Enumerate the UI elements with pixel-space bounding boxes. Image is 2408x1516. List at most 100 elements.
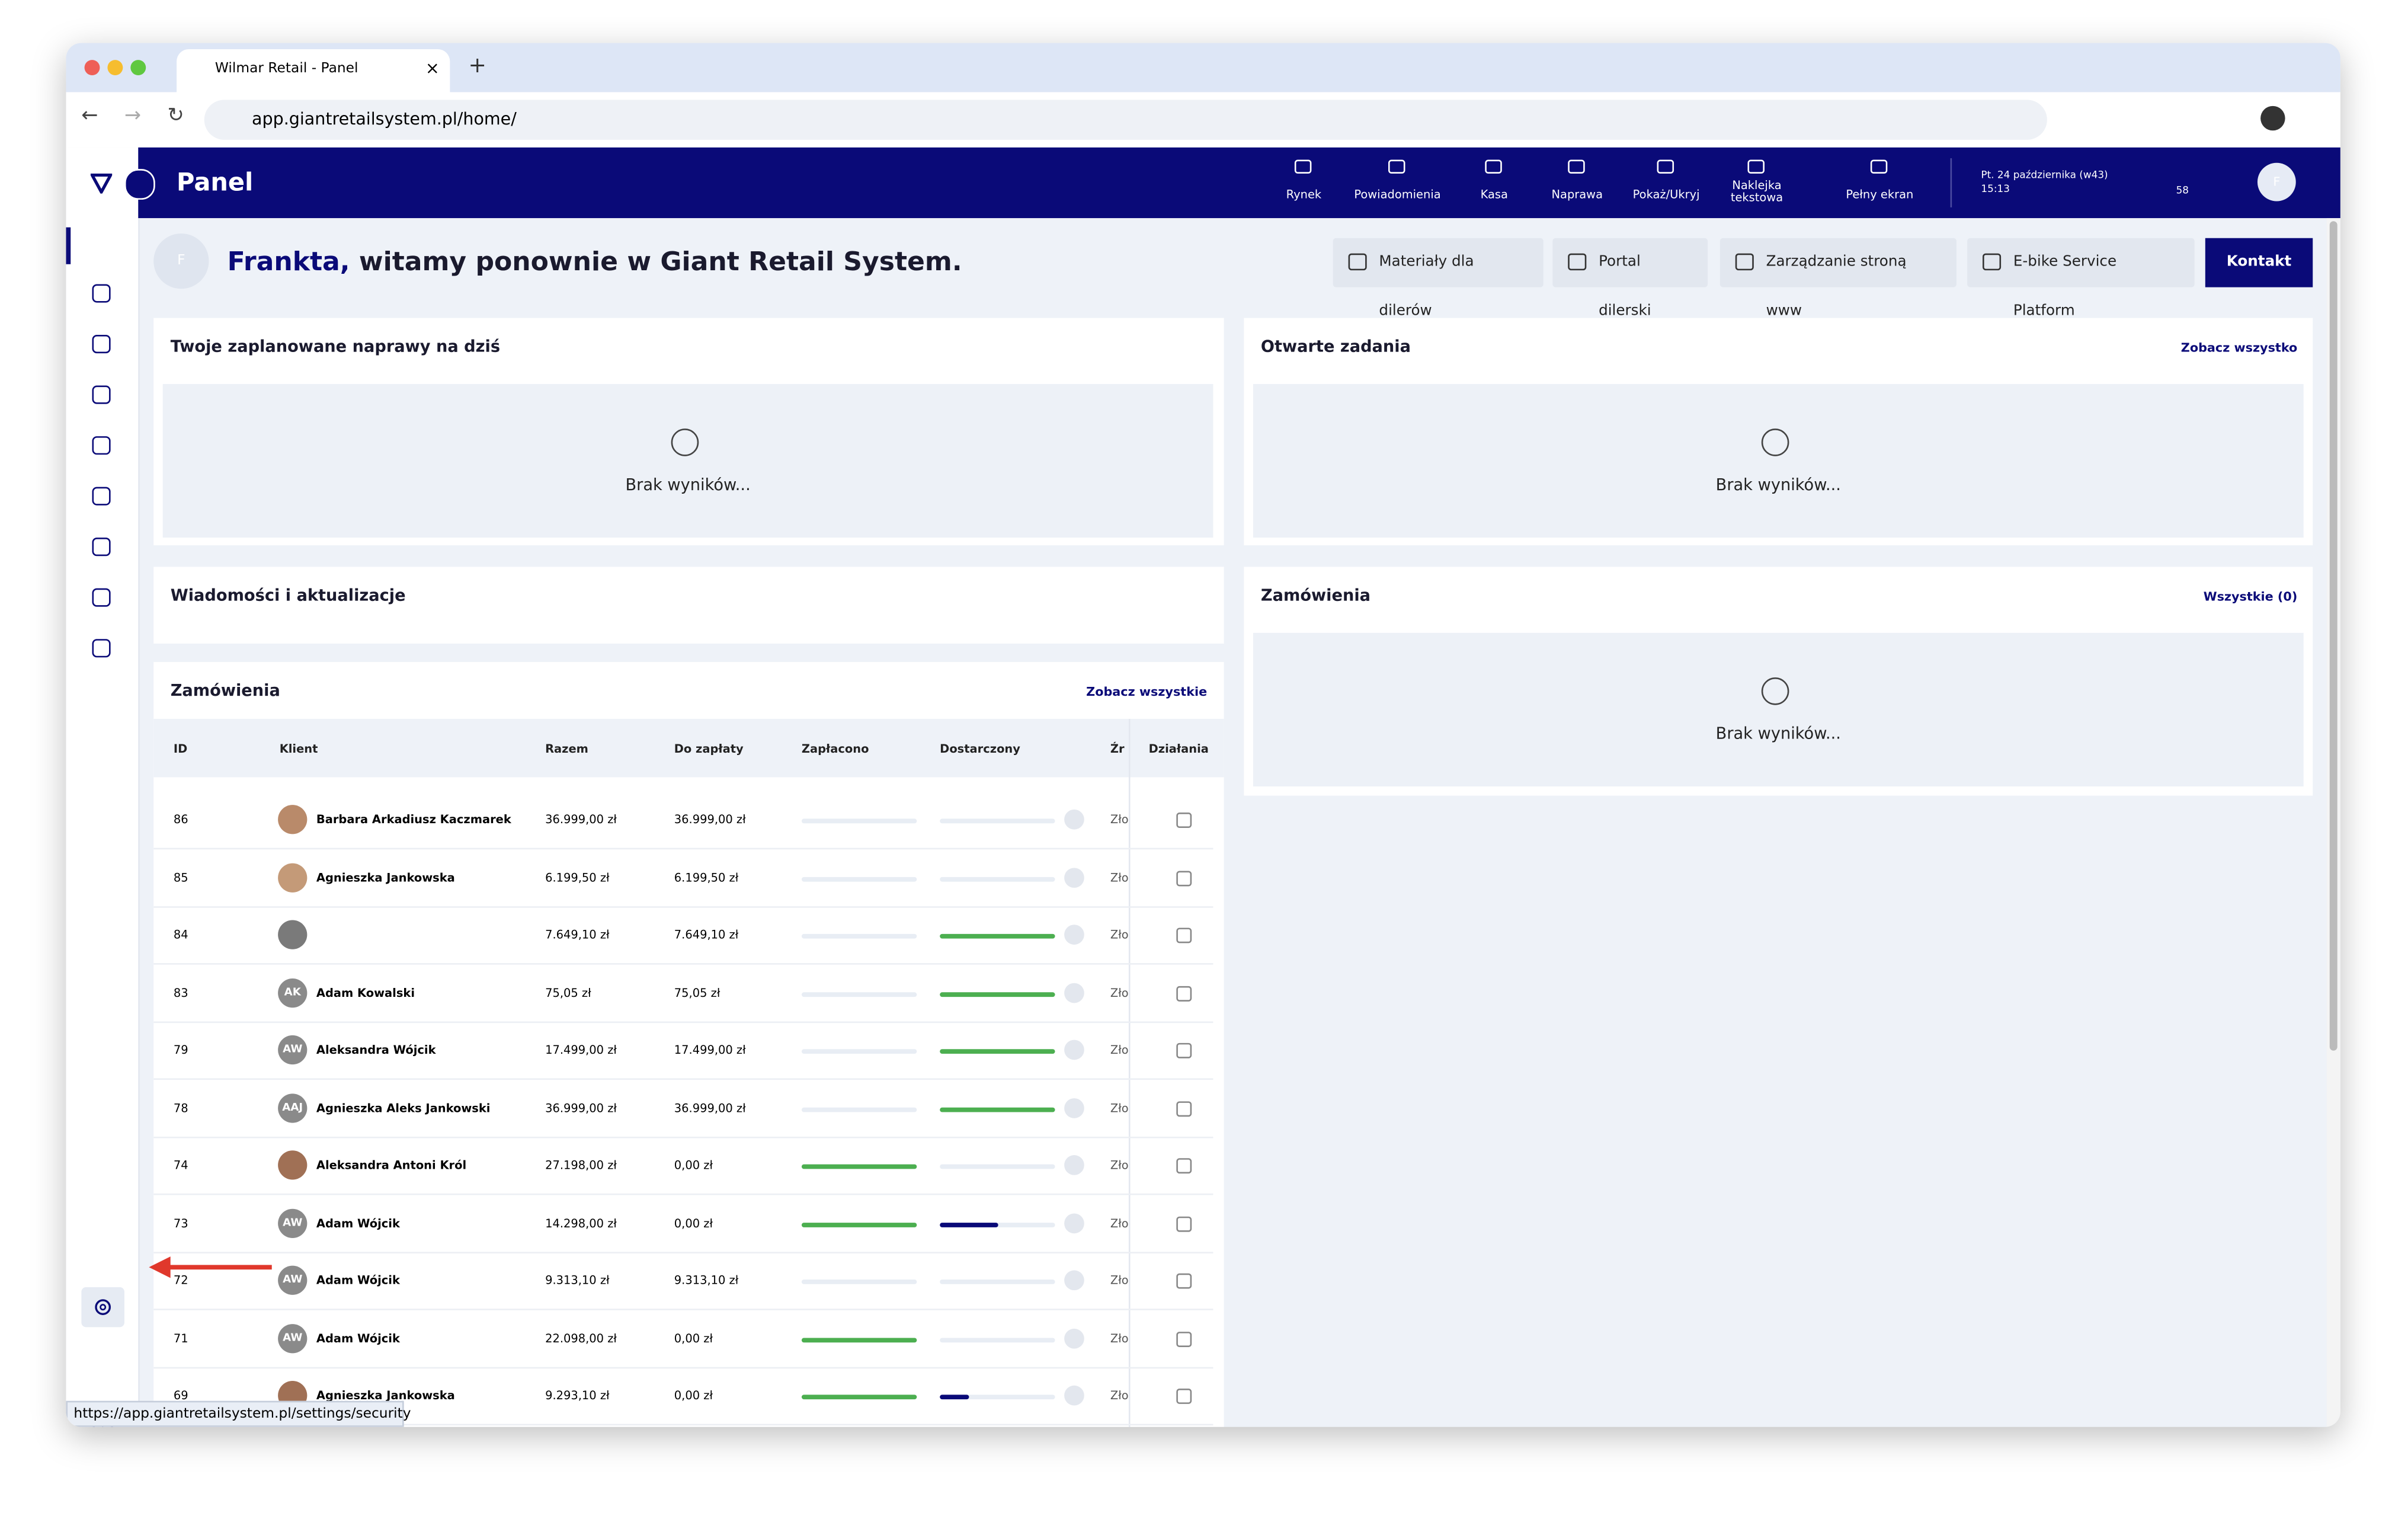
progress-track [801,818,917,824]
side-nav-icon[interactable] [92,385,111,404]
action-icon[interactable] [1176,1273,1192,1289]
info-icon[interactable] [1064,1328,1084,1348]
paid-progress [801,1221,917,1227]
side-nav-icon[interactable] [92,487,111,506]
empty-state: Brak wyników... [162,383,1213,538]
order-id: 71 [173,1331,188,1345]
nav-item[interactable]: Rynek [1286,187,1322,202]
order-id: 84 [173,927,188,942]
empty-text: Brak wyników... [1715,725,1841,744]
empty-icon [1761,428,1789,456]
client-name[interactable]: Adam Wójcik [316,1273,400,1287]
nav-item[interactable]: Pełny ekran [1846,187,1914,202]
action-icon[interactable] [1176,927,1192,943]
min-dot[interactable] [107,60,123,75]
client-name[interactable]: Agnieszka Jankowska [316,1388,455,1403]
column-header: Działania [1148,741,1209,756]
progress-track [801,1049,917,1054]
side-nav-icon[interactable] [92,639,111,658]
side-nav-icon[interactable] [92,436,111,455]
quick-button[interactable]: Portal dilerski [1552,238,1708,319]
action-icon[interactable] [1176,1158,1192,1174]
action-icon[interactable] [1176,985,1192,1001]
action-icon[interactable] [1176,870,1192,886]
all-link[interactable]: Wszystkie (0) [2203,590,2298,604]
see-all-link[interactable]: Zobacz wszystkie [1086,685,1208,699]
total: 27.198,00 zł [545,1158,617,1172]
info-icon[interactable] [1064,982,1084,1003]
forward[interactable]: → [124,104,142,128]
see-all-link[interactable]: Zobacz wszystko [2180,341,2298,355]
profile[interactable] [2260,105,2285,131]
info-icon[interactable] [1064,809,1084,830]
side-nav-icon[interactable] [92,588,111,607]
paid-progress [801,1164,917,1169]
client-avatar: AW [278,1035,308,1065]
action-icon[interactable] [1176,1042,1192,1058]
total: 17.499,00 zł [545,1042,617,1057]
client-avatar: AAJ [278,1093,308,1122]
info-icon[interactable] [1064,1385,1084,1406]
client-name[interactable]: Aleksandra Antoni Król [316,1158,467,1172]
max-dot[interactable] [130,60,146,75]
nav-item[interactable]: Naklejka tekstowa [1730,178,1783,204]
close-dot[interactable] [84,60,100,75]
sticky-divider [1128,718,1131,1427]
nav-item[interactable]: Kasa [1480,187,1508,202]
user-avatar[interactable]: F [2257,162,2296,202]
action-icon[interactable] [1176,1101,1192,1116]
table-header [153,718,1224,778]
lock-badge[interactable] [124,169,155,200]
client-name[interactable]: Adam Wójcik [316,1331,400,1345]
contact-button[interactable]: Kontakt [2205,238,2313,287]
progress-track [940,1221,1055,1227]
nav-item[interactable]: Naprawa [1551,187,1603,202]
back[interactable]: ← [81,104,98,128]
tab-close[interactable]: × [425,58,440,79]
action-icon[interactable] [1176,1388,1192,1404]
side-nav-icon[interactable] [92,335,111,354]
settings-button[interactable] [81,1287,124,1328]
info-icon[interactable] [1064,1270,1084,1291]
action-icon[interactable] [1176,1331,1192,1347]
client-name[interactable]: Barbara Arkadiusz Kaczmarek [316,813,511,827]
info-icon[interactable] [1064,1155,1084,1175]
reload[interactable]: ↻ [167,104,184,128]
due: 0,00 zł [674,1158,713,1172]
client-name[interactable]: Aleksandra Wójcik [316,1042,436,1057]
client-name[interactable]: Agnieszka Jankowska [316,870,455,884]
info-icon[interactable] [1064,925,1084,945]
due: 9.313,10 zł [674,1273,739,1287]
nav-item[interactable]: Pokaż/Ukryj [1632,187,1700,202]
total: 9.293,10 zł [545,1388,610,1403]
nav-icon [1388,159,1405,174]
side-nav-icon[interactable] [92,284,111,303]
source: Zło [1110,1216,1129,1230]
info-icon[interactable] [1064,867,1084,887]
url-box[interactable]: app.giantretailsystem.pl/home/ [204,100,2047,140]
quick-button[interactable]: Materiały dla dilerów [1333,238,1544,319]
new-tab[interactable]: + [468,53,486,79]
action-icon[interactable] [1176,1216,1192,1232]
client-name[interactable]: Adam Kowalski [316,985,415,999]
client-name[interactable]: Adam Wójcik [316,1216,400,1230]
info-icon[interactable] [1064,1097,1084,1118]
nav-item[interactable]: Powiadomienia [1354,187,1441,202]
client-name[interactable]: Agnieszka Aleks Jankowski [316,1101,491,1115]
side-nav-icon[interactable] [92,538,111,556]
info-icon[interactable] [1064,1213,1084,1233]
action-icon[interactable] [1176,813,1192,828]
delivered-progress [940,1221,998,1227]
client-avatar: AW [278,1208,308,1237]
tab[interactable]: Wilmar Retail - Panel × [177,49,450,92]
nav-icon [1657,159,1674,174]
client-avatar: AW [278,1265,308,1295]
total: 7.649,10 zł [545,927,610,942]
quick-button[interactable]: E-bike Service Platform [1967,238,2195,319]
info-icon[interactable] [1064,1040,1084,1060]
progress-track [940,1279,1055,1284]
quick-button[interactable]: Zarządzanie stroną www [1719,238,1956,319]
empty-text: Brak wyników... [625,476,751,495]
